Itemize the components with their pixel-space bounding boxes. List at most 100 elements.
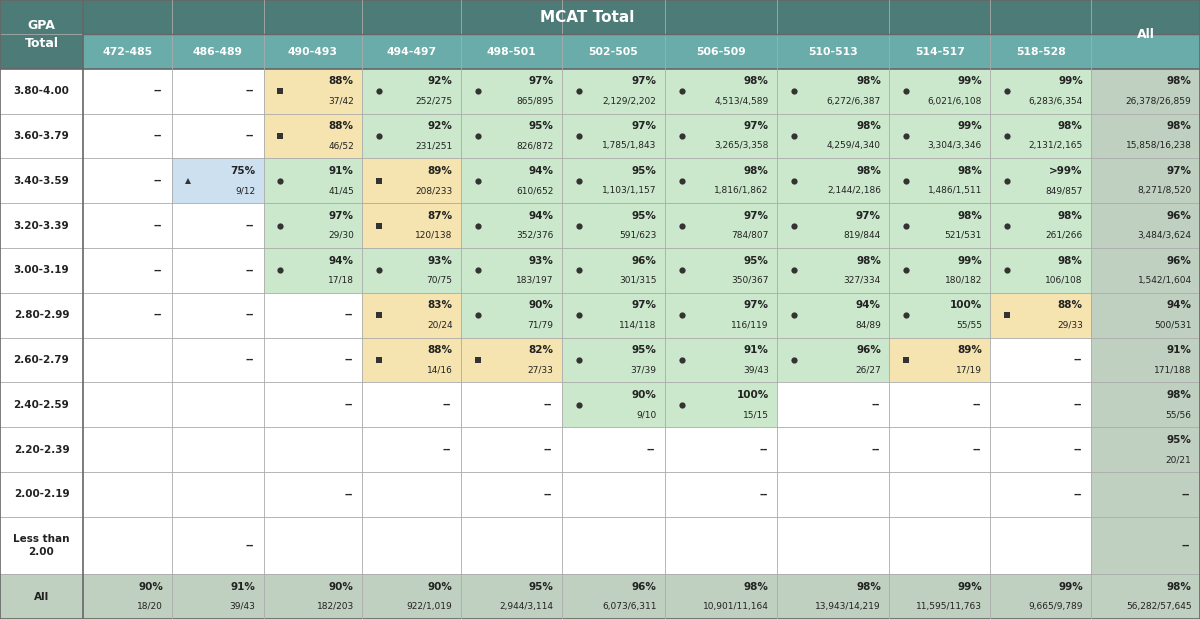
Text: 98%: 98% <box>856 121 881 131</box>
Text: --: -- <box>154 266 162 275</box>
Bar <box>461 293 562 337</box>
Bar <box>1091 69 1200 114</box>
Bar <box>172 383 264 427</box>
Text: 3,304/3,346: 3,304/3,346 <box>928 141 982 150</box>
Bar <box>461 517 562 574</box>
Text: 94%: 94% <box>329 256 354 266</box>
Text: 97%: 97% <box>856 210 881 221</box>
Text: 352/376: 352/376 <box>516 231 553 240</box>
Text: 55/56: 55/56 <box>1165 410 1192 419</box>
Text: 10,901/11,164: 10,901/11,164 <box>703 602 769 611</box>
Bar <box>562 114 665 158</box>
Bar <box>889 248 990 293</box>
Text: 96%: 96% <box>631 256 656 266</box>
Text: 26/27: 26/27 <box>856 365 881 374</box>
Text: 20/21: 20/21 <box>1166 455 1192 464</box>
Text: 55/55: 55/55 <box>956 321 982 329</box>
Text: 97%: 97% <box>744 121 769 131</box>
Text: 94%: 94% <box>528 210 553 221</box>
Bar <box>562 203 665 248</box>
Text: 99%: 99% <box>958 76 982 86</box>
Bar <box>461 248 562 293</box>
Bar <box>172 158 264 203</box>
Bar <box>990 35 1091 69</box>
Text: 1,542/1,604: 1,542/1,604 <box>1138 276 1192 285</box>
Text: 94%: 94% <box>1166 300 1192 310</box>
Text: 96%: 96% <box>631 582 656 592</box>
Text: 502-505: 502-505 <box>588 46 638 56</box>
Text: --: -- <box>871 400 880 410</box>
Bar <box>778 69 889 114</box>
Text: 95%: 95% <box>1166 435 1192 445</box>
Text: 98%: 98% <box>1058 256 1082 266</box>
Text: --: -- <box>154 220 162 231</box>
Text: 39/43: 39/43 <box>743 365 769 374</box>
Text: 3.60-3.79: 3.60-3.79 <box>13 131 70 141</box>
Bar <box>172 427 264 472</box>
Bar <box>0 69 83 114</box>
Text: 98%: 98% <box>856 582 881 592</box>
Bar <box>889 517 990 574</box>
Text: 88%: 88% <box>329 121 354 131</box>
Bar <box>362 293 461 337</box>
Text: --: -- <box>647 444 655 455</box>
Text: 521/531: 521/531 <box>944 231 982 240</box>
Bar <box>172 35 264 69</box>
Bar <box>0 517 83 574</box>
Bar <box>172 472 264 517</box>
Text: 327/334: 327/334 <box>844 276 881 285</box>
Bar <box>362 472 461 517</box>
Text: --: -- <box>344 310 353 320</box>
Bar <box>362 427 461 472</box>
Text: 18/20: 18/20 <box>137 602 163 611</box>
Text: 4,513/4,589: 4,513/4,589 <box>714 97 769 106</box>
Bar <box>1091 203 1200 248</box>
Bar <box>778 337 889 383</box>
Bar <box>778 574 889 619</box>
Text: --: -- <box>246 540 254 550</box>
Text: 95%: 95% <box>528 582 553 592</box>
Text: 261/266: 261/266 <box>1045 231 1082 240</box>
Text: 494-497: 494-497 <box>386 46 437 56</box>
Text: 106/108: 106/108 <box>1045 276 1082 285</box>
Text: All: All <box>1136 28 1154 41</box>
Bar <box>1091 35 1200 69</box>
Text: 93%: 93% <box>528 256 553 266</box>
Text: 4,259/4,340: 4,259/4,340 <box>827 141 881 150</box>
Bar <box>264 69 362 114</box>
Text: 15,858/16,238: 15,858/16,238 <box>1126 141 1192 150</box>
Text: --: -- <box>972 400 980 410</box>
Text: 2.40-2.59: 2.40-2.59 <box>13 400 70 410</box>
Bar <box>1091 114 1200 158</box>
Text: --: -- <box>443 400 451 410</box>
Bar <box>264 383 362 427</box>
Text: --: -- <box>246 220 254 231</box>
Text: 56,282/57,645: 56,282/57,645 <box>1126 602 1192 611</box>
Text: 116/119: 116/119 <box>731 321 769 329</box>
Text: 91%: 91% <box>1166 345 1192 355</box>
Text: 2.60-2.79: 2.60-2.79 <box>13 355 70 365</box>
Text: 171/188: 171/188 <box>1154 365 1192 374</box>
Text: 88%: 88% <box>329 76 354 86</box>
Bar <box>889 69 990 114</box>
Text: --: -- <box>154 86 162 96</box>
Bar <box>172 248 264 293</box>
Bar <box>461 35 562 69</box>
Text: 100%: 100% <box>737 390 769 400</box>
Text: 92%: 92% <box>427 76 452 86</box>
Text: MCAT Total: MCAT Total <box>540 10 635 25</box>
Text: 11,595/11,763: 11,595/11,763 <box>916 602 982 611</box>
Bar <box>562 574 665 619</box>
Bar <box>665 114 778 158</box>
Bar <box>1091 383 1200 427</box>
Bar <box>461 158 562 203</box>
Text: --: -- <box>1073 400 1081 410</box>
Text: 3.80-4.00: 3.80-4.00 <box>13 86 70 96</box>
Bar <box>461 203 562 248</box>
Text: 1,785/1,843: 1,785/1,843 <box>602 141 656 150</box>
Text: 9,665/9,789: 9,665/9,789 <box>1028 602 1082 611</box>
Bar <box>990 114 1091 158</box>
Bar <box>889 293 990 337</box>
Text: 88%: 88% <box>1058 300 1082 310</box>
Bar <box>665 337 778 383</box>
